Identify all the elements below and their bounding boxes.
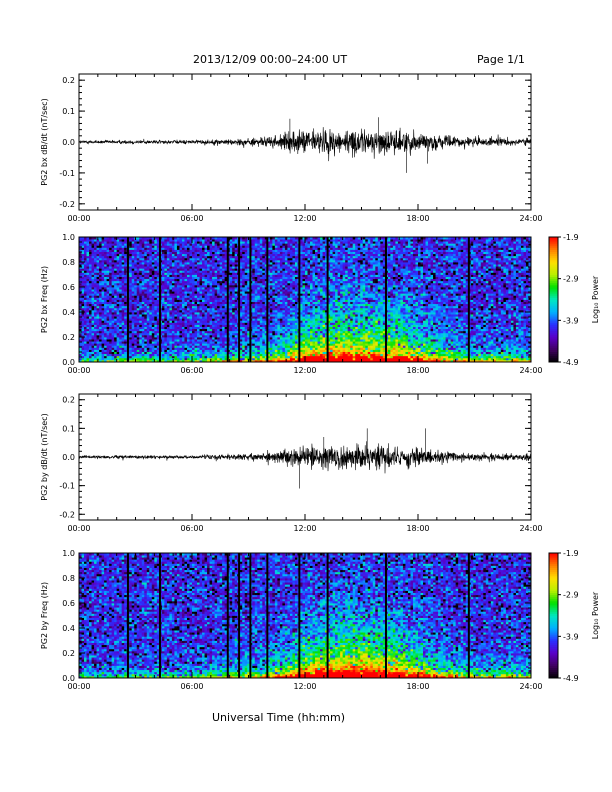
x-tick-label: 12:00 [293, 366, 316, 375]
y-axis-label: PG2 bx Freq (Hz) [40, 266, 49, 333]
y-tick-label: 0.0 [62, 453, 75, 462]
y-tick-label: 0.6 [62, 283, 75, 292]
y-tick-label: 0.2 [62, 333, 75, 342]
data-trace-3 [78, 428, 532, 489]
x-tick-label: 00:00 [67, 214, 90, 223]
x-tick-label: 18:00 [406, 366, 429, 375]
colorbar-tick-label: -2.9 [563, 275, 579, 284]
data-gap [467, 237, 470, 362]
x-tick-label: 24:00 [519, 682, 542, 691]
spectrogram-4 [79, 553, 532, 679]
x-tick-label: 24:00 [519, 366, 542, 375]
y-tick-label: 0.6 [62, 599, 75, 608]
colorbar-frame [548, 236, 559, 363]
data-gap [249, 553, 252, 678]
data-gap [249, 237, 252, 362]
x-tick-label: 00:00 [67, 524, 90, 533]
y-tick-label: 0.2 [62, 649, 75, 658]
data-gap [158, 553, 161, 678]
data-gap [126, 553, 129, 678]
x-tick-label: 12:00 [293, 524, 316, 533]
colorbar-tick-label: -1.9 [563, 233, 579, 242]
x-tick-label: 18:00 [406, 214, 429, 223]
data-gap [266, 553, 269, 678]
x-tick-label: 06:00 [180, 682, 203, 691]
spectrogram-2 [79, 237, 532, 363]
y-tick-label: 0.8 [62, 574, 75, 583]
data-gap [326, 237, 329, 362]
x-tick-label: 12:00 [293, 682, 316, 691]
colorbar-tick-label: -2.9 [563, 591, 579, 600]
data-gap [384, 553, 387, 678]
y-tick-label: 0.2 [62, 76, 75, 85]
x-tick-label: 00:00 [67, 366, 90, 375]
data-gap [126, 237, 129, 362]
y-tick-label: -0.2 [59, 510, 75, 519]
y-tick-label: 0.2 [62, 396, 75, 405]
data-gap [226, 553, 229, 678]
colorbar-tick-label: -4.9 [563, 674, 579, 683]
data-trace-1 [78, 117, 532, 173]
y-tick-label: 1.0 [62, 233, 75, 242]
data-gap [266, 237, 269, 362]
y-tick-label: 1.0 [62, 549, 75, 558]
data-gap [467, 553, 470, 678]
page-title: 2013/12/09 00:00–24:00 UT [193, 53, 347, 66]
y-tick-label: -0.1 [59, 169, 75, 178]
data-gap [298, 553, 301, 678]
y-axis-label: PG2 by dB/dt (nT/sec) [40, 413, 49, 500]
y-tick-label: 0.0 [62, 358, 75, 367]
colorbar-tick-label: -3.9 [563, 316, 579, 325]
colorbar-2 [549, 237, 558, 363]
y-tick-label: 0.0 [62, 138, 75, 147]
x-tick-label: 06:00 [180, 524, 203, 533]
y-tick-label: -0.2 [59, 200, 75, 209]
y-tick-label: -0.1 [59, 482, 75, 491]
colorbar-tick-label: -4.9 [563, 358, 579, 367]
x-tick-label: 18:00 [406, 682, 429, 691]
y-tick-label: 0.4 [62, 624, 75, 633]
x-tick-label: 18:00 [406, 524, 429, 533]
data-gap [298, 237, 301, 362]
data-gap [158, 237, 161, 362]
y-tick-label: 0.4 [62, 308, 75, 317]
x-tick-label: 06:00 [180, 214, 203, 223]
colorbar-label: Log₁₀ Power [591, 275, 600, 323]
colorbar-label: Log₁₀ Power [591, 591, 600, 639]
data-gap [238, 553, 241, 678]
data-gap [384, 237, 387, 362]
y-tick-label: 0.0 [62, 674, 75, 683]
y-tick-label: 0.8 [62, 258, 75, 267]
x-axis-label: Universal Time (hh:mm) [212, 711, 345, 724]
page-number: Page 1/1 [477, 53, 525, 66]
y-axis-label: PG2 bx dB/dt (nT/sec) [40, 98, 49, 185]
x-tick-label: 06:00 [180, 366, 203, 375]
colorbar-4 [549, 553, 558, 679]
x-tick-label: 12:00 [293, 214, 316, 223]
y-tick-label: 0.1 [62, 424, 75, 433]
data-gap [238, 237, 241, 362]
data-gap [326, 553, 329, 678]
data-gap [226, 237, 229, 362]
x-tick-label: 00:00 [67, 682, 90, 691]
colorbar-tick-label: -3.9 [563, 632, 579, 641]
colorbar-frame [548, 552, 559, 679]
y-tick-label: 0.1 [62, 107, 75, 116]
colorbar-tick-label: -1.9 [563, 549, 579, 558]
x-tick-label: 24:00 [519, 524, 542, 533]
y-axis-label: PG2 by Freq (Hz) [40, 582, 49, 649]
x-tick-label: 24:00 [519, 214, 542, 223]
